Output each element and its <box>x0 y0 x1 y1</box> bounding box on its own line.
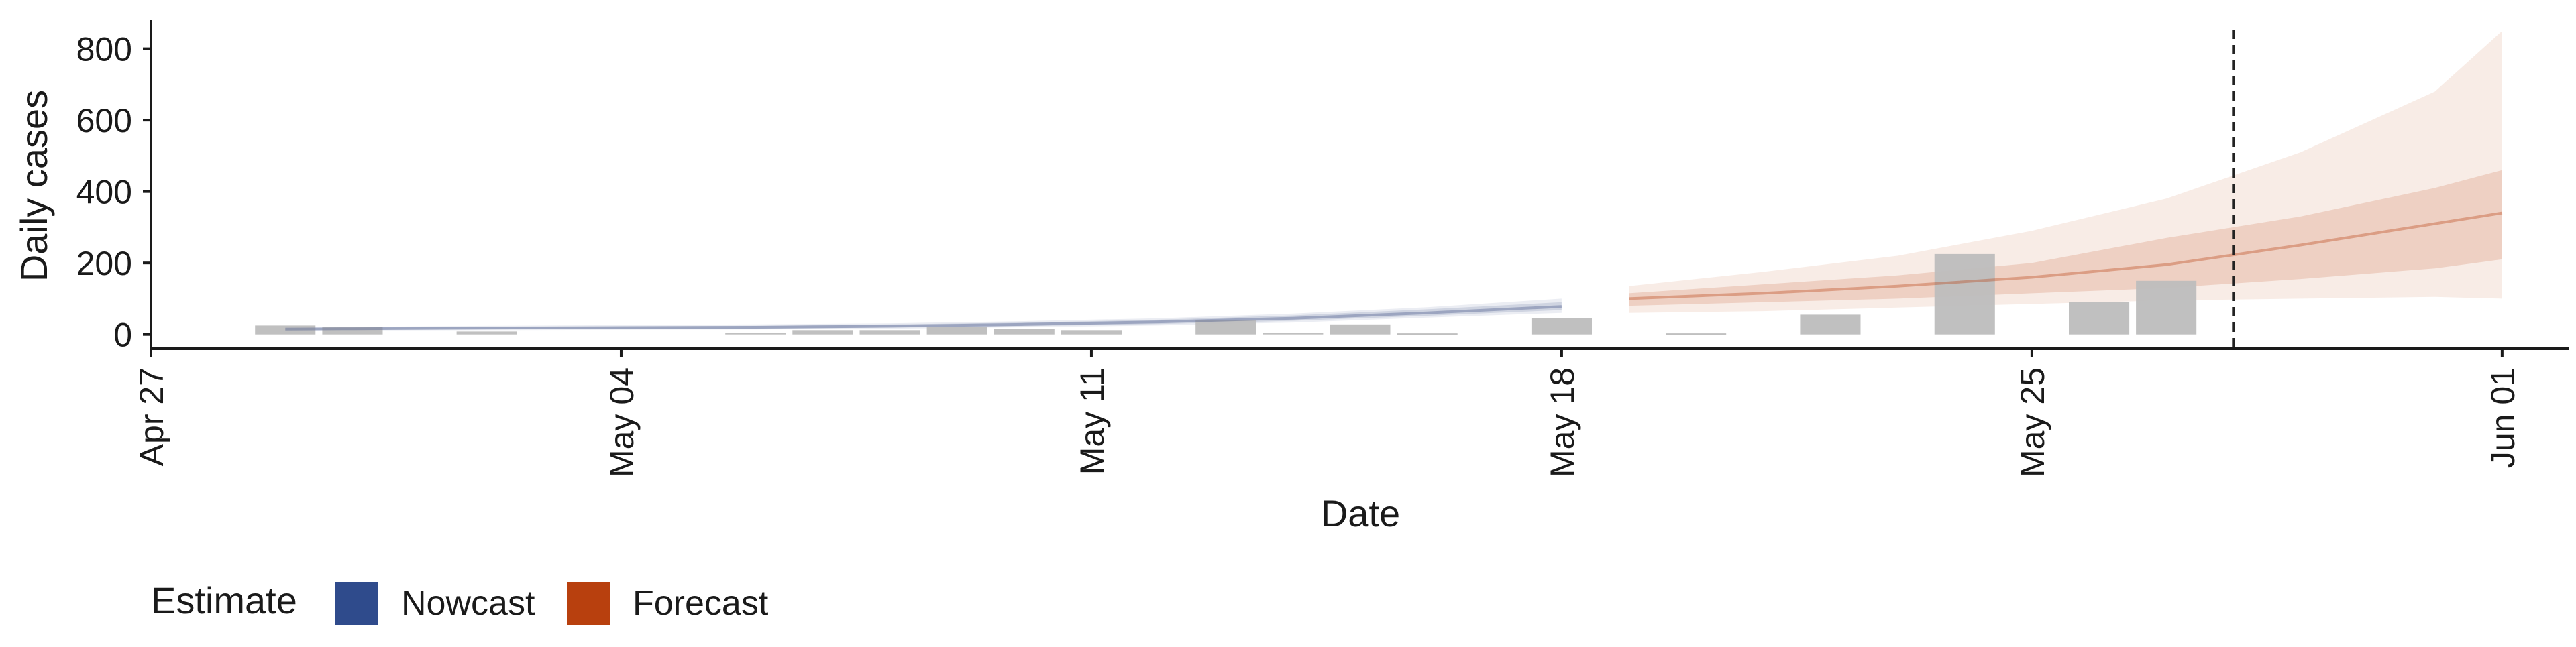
median-lines <box>285 211 2503 331</box>
forecast-inner-band <box>1629 170 2502 306</box>
y-tick-label: 400 <box>76 174 132 211</box>
y-tick-label: 600 <box>76 102 132 139</box>
observed-bar <box>1397 333 1458 335</box>
x-axis-ticks: Apr 27 May 04 May 11 May 18 May 25 Jun 01 <box>133 349 2522 477</box>
legend-title: Estimate <box>151 579 297 622</box>
y-axis-title: Daily cases <box>13 90 55 282</box>
observed-bar <box>859 330 920 335</box>
observed-bar <box>1061 330 1122 335</box>
observed-bar <box>926 327 987 335</box>
x-tick-label: May 18 <box>1544 367 1581 477</box>
observed-bar <box>2069 302 2130 335</box>
observed-bars <box>255 253 2197 335</box>
plot-area <box>255 30 2503 349</box>
observed-bar <box>1330 324 1391 335</box>
legend-label-forecast: Forecast <box>633 584 769 623</box>
observed-bar <box>994 329 1055 335</box>
legend-swatch-nowcast <box>335 582 378 625</box>
axes: 0 200 400 600 800 Apr 27 May 04 May 11 May 18 Ma… <box>76 20 2569 477</box>
observed-bar <box>1800 314 1861 335</box>
legend-swatch-forecast <box>567 582 610 625</box>
observed-bar <box>322 327 383 335</box>
x-axis-title: Date <box>1321 492 1400 534</box>
observed-bar <box>456 331 517 335</box>
y-tick-label: 0 <box>113 316 132 354</box>
nowcast-median-line <box>285 305 1562 331</box>
y-tick-label: 200 <box>76 245 132 282</box>
x-tick-label: Jun 01 <box>2484 367 2522 468</box>
observed-bar <box>792 330 853 335</box>
legend-label-nowcast: Nowcast <box>401 584 535 623</box>
y-axis-ticks: 0 200 400 600 800 <box>76 31 151 354</box>
observed-bar <box>1195 320 1256 335</box>
observed-bar <box>1934 253 1995 335</box>
forecast-median-line <box>1629 211 2503 300</box>
x-tick-label: Apr 27 <box>133 367 170 466</box>
x-tick-label: May 04 <box>603 367 641 477</box>
y-tick-label: 800 <box>76 31 132 68</box>
observed-bar <box>2136 280 2197 335</box>
x-tick-label: May 25 <box>2014 367 2051 477</box>
legend: Estimate Nowcast Forecast <box>151 579 769 625</box>
observed-bar <box>1263 333 1324 335</box>
nowcast-inner-band <box>285 302 1562 331</box>
observed-bar <box>1666 333 1727 335</box>
observed-bar <box>725 333 786 335</box>
x-tick-label: May 11 <box>1073 367 1111 475</box>
observed-bar <box>1531 318 1592 335</box>
forecast-outer-band <box>1629 31 2502 313</box>
observed-bar <box>255 325 316 335</box>
legend-items: Nowcast Forecast <box>335 582 769 625</box>
